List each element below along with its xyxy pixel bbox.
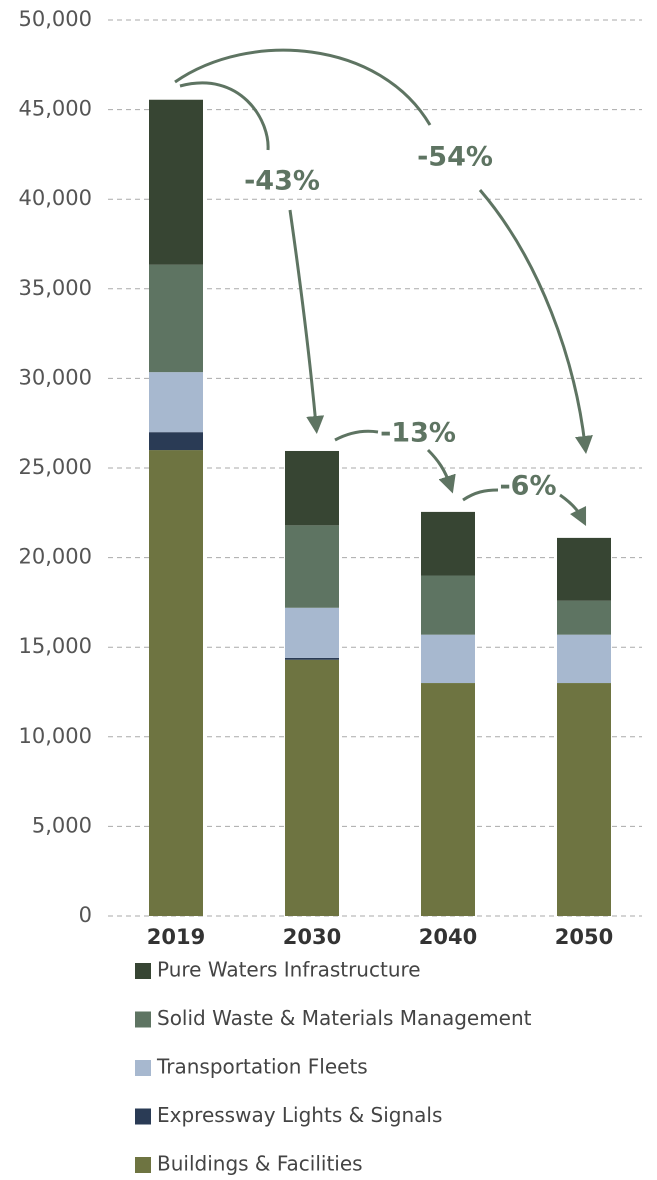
arrow bbox=[334, 429, 379, 442]
legend-label: Expressway Lights & Signals bbox=[157, 1103, 442, 1127]
x-tick-label: 2030 bbox=[283, 925, 341, 949]
bar-segment bbox=[149, 450, 203, 916]
arrow bbox=[179, 81, 270, 151]
arrow bbox=[462, 488, 499, 502]
arrow bbox=[288, 209, 325, 434]
y-tick-label: 35,000 bbox=[19, 276, 92, 300]
y-tick-label: 0 bbox=[79, 903, 92, 927]
bar-segment bbox=[421, 511, 475, 576]
annotation: -13% bbox=[380, 418, 456, 449]
y-tick-label: 5,000 bbox=[32, 813, 92, 837]
legend-swatch bbox=[135, 1011, 151, 1028]
y-tick-label: 30,000 bbox=[19, 365, 92, 389]
annotation: -43% bbox=[244, 166, 320, 197]
bar-segment bbox=[421, 634, 475, 684]
y-tick-label: 40,000 bbox=[19, 186, 92, 210]
bar-segment bbox=[557, 634, 611, 684]
legend-swatch bbox=[135, 1060, 151, 1076]
arrow bbox=[559, 493, 587, 527]
bar-segment bbox=[285, 607, 339, 658]
y-tick-label: 25,000 bbox=[19, 455, 92, 479]
bar-segment bbox=[421, 575, 475, 635]
bar-segment bbox=[421, 683, 475, 916]
bar-segment bbox=[285, 657, 339, 660]
bar-segment bbox=[149, 99, 203, 265]
legend-label: Buildings & Facilities bbox=[157, 1152, 363, 1176]
bar-segment bbox=[285, 659, 339, 916]
y-tick-label: 10,000 bbox=[19, 724, 92, 748]
legend-label: Pure Waters Infrastructure bbox=[157, 958, 421, 982]
arrow bbox=[174, 48, 432, 126]
bar-segment bbox=[557, 600, 611, 635]
annotation: -6% bbox=[499, 471, 556, 502]
bar-segment bbox=[285, 450, 339, 526]
y-tick-label: 50,000 bbox=[19, 7, 92, 31]
arrow bbox=[478, 189, 593, 454]
arrow bbox=[426, 448, 456, 494]
legend-swatch bbox=[135, 1108, 151, 1125]
bar-segment bbox=[557, 683, 611, 916]
x-tick-label: 2019 bbox=[147, 925, 205, 949]
x-tick-label: 2050 bbox=[555, 925, 613, 949]
legend-label: Solid Waste & Materials Management bbox=[157, 1006, 532, 1030]
bar-segment bbox=[557, 537, 611, 601]
y-tick-label: 15,000 bbox=[19, 634, 92, 658]
y-tick-label: 20,000 bbox=[19, 545, 92, 569]
y-tick-label: 45,000 bbox=[19, 97, 92, 121]
bar-segment bbox=[285, 525, 339, 608]
bar-segment bbox=[149, 372, 203, 433]
annotation: -54% bbox=[417, 142, 493, 173]
bar-segment bbox=[149, 432, 203, 451]
bar-segment bbox=[149, 264, 203, 373]
legend-swatch bbox=[135, 1157, 151, 1173]
x-tick-label: 2040 bbox=[419, 925, 477, 949]
legend-swatch bbox=[135, 963, 151, 979]
legend-label: Transportation Fleets bbox=[156, 1055, 368, 1079]
